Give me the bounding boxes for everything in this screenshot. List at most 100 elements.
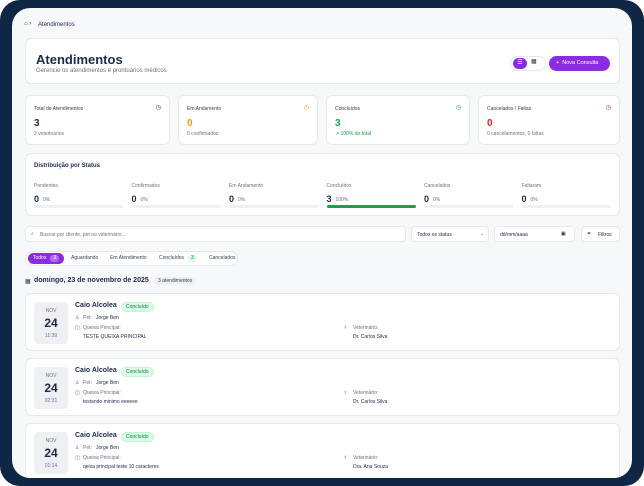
- stat-card: Concluídos ◷ 3 ↗ 100% do total: [326, 95, 470, 145]
- chevron: ⌄: [480, 231, 485, 237]
- tab[interactable]: Concluídos 3: [154, 253, 202, 264]
- screen: ⌂ › Atendimentos Atendimentos Gerencie o…: [12, 8, 632, 478]
- day-title: domingo, 23 de novembro de 2025: [34, 277, 149, 284]
- status-label: Pendentes: [34, 183, 58, 189]
- status-label: Concluídos: [326, 183, 352, 189]
- new-appointment-button[interactable]: + Nova Consulta: [549, 56, 610, 71]
- status-label: Confirmados: [131, 183, 160, 189]
- status-percent: 0%: [43, 197, 51, 203]
- stat-value: 0: [187, 118, 193, 129]
- home-icon: ⌂ ›: [24, 21, 32, 27]
- date-day: 24: [44, 316, 58, 330]
- status-count: 0: [34, 194, 40, 204]
- appointment-card[interactable]: NOV 24 11:39 Caio Alcolea Concluído ♙ Pet: Jorg…: [25, 293, 620, 351]
- status-count: 0: [131, 194, 137, 204]
- complaint-icon: ◫: [75, 390, 80, 396]
- status-badge: Concluído: [121, 367, 154, 377]
- vet-name: Dr. Carlos Silva: [353, 334, 388, 340]
- pet-icon: ♙: [75, 445, 80, 451]
- stat-note: ↗ 100% do total: [335, 131, 372, 137]
- date-month: NOV: [45, 373, 57, 379]
- stat-note: 3 veterinários: [34, 131, 65, 137]
- stat-icon: ◷: [303, 105, 309, 111]
- pet-name: Jorge Ben: [96, 315, 119, 321]
- stat-label: Concluídos: [335, 106, 361, 112]
- stat-label: Em Andamento: [187, 106, 222, 112]
- tab-count: 3: [50, 255, 60, 262]
- tab-label: Em Atendimento: [110, 255, 147, 261]
- vet-name: Dra. Ana Souza: [353, 464, 389, 470]
- tab-label: Cancelados: [209, 255, 236, 261]
- pet-name: Jorge Ben: [96, 445, 119, 451]
- vet-icon: ⚕: [344, 325, 347, 331]
- stat-value: 3: [34, 118, 40, 129]
- stat-card: Cancelados / Faltas ◷ 0 0 cancelamentos, 0 …: [478, 95, 620, 145]
- distribution-title: Distribuição por Status: [34, 163, 101, 169]
- pet-label: Pet:: [83, 380, 92, 386]
- date-input[interactable]: dd/mm/aaaa ▣: [494, 226, 575, 242]
- stat-note: 0 confirmados: [187, 131, 219, 137]
- view-toggle[interactable]: ☰ ▦: [510, 56, 546, 71]
- tab[interactable]: Cancelados: [204, 253, 240, 264]
- client-name: Caio Alcolea: [75, 302, 117, 309]
- filter-icon: ⏷: [587, 231, 592, 237]
- stat-icon: ◷: [455, 105, 461, 111]
- grid-view[interactable]: ▦: [531, 59, 537, 65]
- complaint-text: qeixa principal teste 10 caracteres: [83, 464, 159, 470]
- pet-icon: ♙: [75, 315, 80, 321]
- status-count: 0: [521, 194, 527, 204]
- tab[interactable]: Aguardando: [66, 253, 103, 264]
- vet-name: Dr. Carlos Silva: [353, 399, 388, 405]
- date-month: NOV: [45, 438, 57, 444]
- stat-label: Total de Atendimentos: [34, 106, 84, 112]
- tab-label: Aguardando: [71, 255, 99, 261]
- complaint-label: Queixa Principal:: [83, 325, 121, 331]
- client-name: Caio Alcolea: [75, 432, 117, 439]
- tab[interactable]: Todos 3: [28, 253, 65, 264]
- list-view[interactable]: ☰: [513, 58, 527, 69]
- date-box: NOV 24 01:14: [34, 432, 68, 474]
- client-name: Caio Alcolea: [75, 367, 117, 374]
- status-select[interactable]: Todos os status ⌄: [411, 226, 489, 242]
- calendar-icon: ▦: [25, 279, 31, 285]
- stat-card: Total de Atendimentos ◷ 3 3 veterinários: [25, 95, 170, 145]
- date-box: NOV 24 11:39: [34, 302, 68, 344]
- date-time: 11:39: [44, 333, 58, 339]
- search-input[interactable]: ⌕ Buscar por cliente, pet ou veterinário…: [25, 226, 406, 242]
- vet-icon: ⚕: [344, 455, 347, 461]
- progress-track: [424, 205, 513, 208]
- button-label: Nova Consulta: [562, 60, 599, 66]
- vet-label: Veterinário:: [353, 390, 379, 396]
- status-label: Faltaram: [521, 183, 542, 189]
- date-placeholder: dd/mm/aaaa: [500, 232, 528, 238]
- tab[interactable]: Em Atendimento: [105, 253, 152, 264]
- vet-label: Veterinário:: [353, 325, 379, 331]
- tab-label: Todos: [33, 255, 47, 261]
- appointment-card[interactable]: NOV 24 02:31 Caio Alcolea Concluído ♙ Pet: Jorg…: [25, 358, 620, 416]
- status-percent: 0%: [140, 197, 148, 203]
- stat-icon: ◷: [605, 105, 611, 111]
- search-placeholder: Buscar por cliente, pet ou veterinário..…: [40, 232, 126, 238]
- tab-count: 3: [188, 255, 197, 262]
- progress-track: [131, 205, 221, 208]
- stat-value: 3: [335, 118, 341, 129]
- status-percent: 100%: [335, 197, 349, 203]
- tab-bar: Todos 3 Aguardando Em Atendimento Concluídos…: [25, 251, 238, 266]
- status-count: 0: [229, 194, 235, 204]
- appointment-card[interactable]: NOV 24 01:14 Caio Alcolea Concluído ♙ Pet: Jorg…: [25, 423, 620, 478]
- stat-card: Em Andamento ◷ 0 0 confirmados: [178, 95, 318, 145]
- page-subtitle: Gerencie os atendimentos e prontuários m…: [36, 68, 167, 74]
- pet-icon: ♙: [75, 380, 80, 386]
- page-title: Atendimentos: [36, 52, 123, 67]
- vet-icon: ⚕: [344, 390, 347, 396]
- progress-track: [326, 205, 416, 208]
- stat-note: 0 cancelamentos, 0 faltas: [487, 131, 544, 137]
- date-month: NOV: [45, 308, 57, 314]
- status-label: Em Andamento: [229, 183, 264, 189]
- status-percent: 0%: [433, 197, 441, 203]
- status-count: 0: [424, 194, 430, 204]
- date-day: 24: [44, 381, 58, 395]
- status-percent: 0%: [530, 197, 538, 203]
- filters-button[interactable]: ⏷ Filtros: [581, 226, 620, 242]
- search-icon: ⌕: [31, 231, 34, 237]
